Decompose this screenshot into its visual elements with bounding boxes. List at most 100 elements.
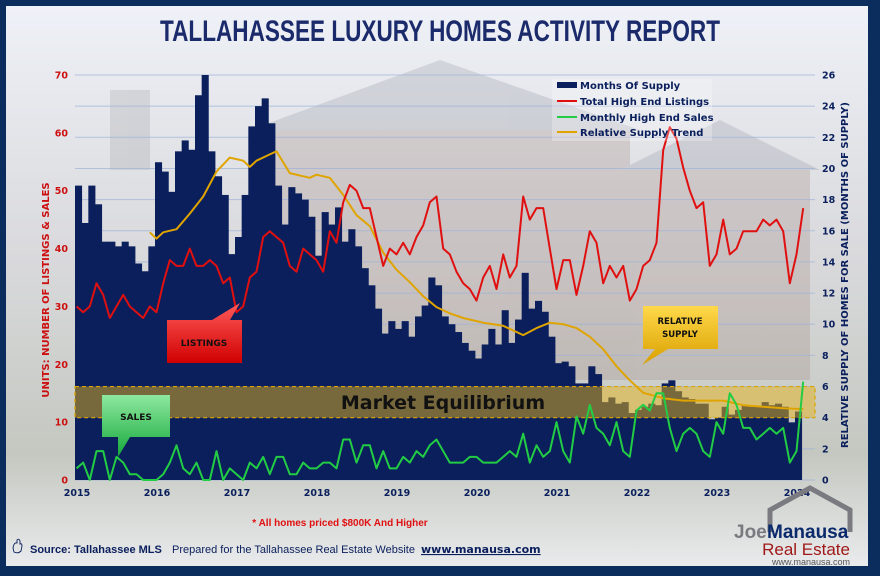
supply-bar <box>328 224 336 480</box>
left-axis-tick-label: 30 <box>55 302 69 313</box>
x-axis-tick-label: 2016 <box>144 488 171 499</box>
legend-label-trend: Relative Supply Trend <box>580 128 703 139</box>
supply-bar <box>295 193 303 480</box>
series-lines <box>75 126 805 481</box>
supply-bar <box>108 241 116 480</box>
supply-bar <box>368 285 376 480</box>
relative-supply-callout-line2: SUPPLY <box>662 330 699 340</box>
relative-supply-callout: RELATIVE SUPPLY <box>642 306 718 365</box>
sales-callout: SALES <box>102 395 170 457</box>
supply-bar <box>775 403 783 480</box>
right-axis-tick-label: 22 <box>822 133 835 144</box>
supply-bar <box>768 405 776 480</box>
supply-bar <box>601 402 609 480</box>
relative-supply-trend-line <box>149 150 804 411</box>
x-axis-tick-label: 2020 <box>464 488 491 499</box>
legend: Months Of Supply Total High End Listings… <box>552 79 714 141</box>
report-title: TALLAHASSEE LUXURY HOMES ACTIVITY REPORT <box>160 15 720 48</box>
sales-callout-box <box>102 395 170 457</box>
supply-bar <box>148 246 156 480</box>
equilibrium-band-rect <box>74 385 816 419</box>
right-axis-tick-label: 4 <box>822 413 829 424</box>
supply-bar <box>195 95 203 480</box>
right-axis-tick-label: 26 <box>822 71 836 82</box>
relative-supply-callout-box <box>642 306 718 365</box>
left-axis-tick-label: 20 <box>55 360 69 371</box>
supply-bar <box>435 285 443 480</box>
sales-callout-label: SALES <box>120 413 152 423</box>
supply-bar <box>761 402 769 480</box>
supply-bar <box>661 383 669 480</box>
left-axis-tick-label: 10 <box>55 418 69 429</box>
listings-callout-label: LISTINGS <box>181 339 227 349</box>
x-axis-tick-label: 2015 <box>64 488 90 499</box>
left-axis-tick-label: 40 <box>55 244 69 255</box>
supply-bar <box>315 255 323 480</box>
supply-bar <box>795 411 803 480</box>
left-axis-tick-label: 60 <box>55 128 69 139</box>
supply-bar <box>735 409 743 480</box>
x-axis-ticks: 2015 2016 2017 2018 2019 2020 2021 2022 2023 2024 <box>64 488 811 499</box>
supply-bar <box>428 277 436 480</box>
supply-bar <box>175 151 183 480</box>
supply-bar <box>648 403 656 480</box>
left-axis-tick-label: 0 <box>61 476 68 487</box>
supply-bar <box>248 126 256 481</box>
listings-callout-box <box>167 303 242 363</box>
supply-bar <box>581 383 589 480</box>
supply-bar <box>588 366 596 480</box>
supply-bar <box>681 397 689 480</box>
supply-bar <box>641 406 649 480</box>
supply-bar <box>521 272 529 480</box>
supply-bar <box>135 263 143 480</box>
supply-bar <box>75 185 83 480</box>
supply-bar <box>668 380 676 480</box>
supply-bar <box>621 402 629 480</box>
supply-bar <box>635 409 643 480</box>
sales-line <box>75 381 805 481</box>
right-axis-tick-label: 16 <box>822 226 836 237</box>
supply-bar <box>755 406 763 480</box>
x-axis-tick-label: 2023 <box>704 488 730 499</box>
supply-bar <box>201 75 209 480</box>
supply-bar <box>348 229 356 480</box>
right-axis-tick-label: 12 <box>822 289 835 300</box>
supply-bar <box>88 185 96 480</box>
left-axis-tick-label: 50 <box>55 186 69 197</box>
supply-bar <box>615 403 623 480</box>
supply-bar <box>275 185 283 480</box>
hand-icon <box>12 538 23 554</box>
left-axis-tick-label: 70 <box>55 71 69 82</box>
left-axis-title: UNITS: NUMBER OF LISTINGS & SALES <box>41 182 52 397</box>
supply-bar <box>788 422 796 480</box>
supply-bar <box>561 361 569 480</box>
website-link[interactable]: www.manausa.com <box>421 543 541 556</box>
supply-bar <box>335 207 343 480</box>
supply-bar <box>721 406 729 480</box>
supply-bar <box>128 246 136 480</box>
supply-bar <box>748 406 756 480</box>
supply-bar <box>181 140 189 481</box>
logo-real-estate: Real Estate <box>762 540 850 559</box>
supply-bar <box>268 123 276 480</box>
prepared-text: Prepared for the Tallahassee Real Estate… <box>172 544 415 556</box>
supply-bar <box>95 204 103 481</box>
right-axis-tick-label: 2 <box>822 444 829 455</box>
supply-bar <box>355 246 363 480</box>
supply-bar <box>715 417 723 480</box>
supply-bar <box>161 171 169 480</box>
right-axis-tick-label: 18 <box>822 195 836 206</box>
price-note: * All homes priced $800K And Higher <box>252 518 428 529</box>
source-text: Source: Tallahassee MLS <box>30 544 162 556</box>
equilibrium-label: Market Equilibrium <box>341 392 545 414</box>
right-axis-tick-label: 20 <box>822 164 836 175</box>
supply-bar <box>655 405 663 480</box>
market-equilibrium-band: Market Equilibrium <box>74 385 816 419</box>
supply-bar <box>81 222 89 481</box>
x-axis-tick-label: 2022 <box>624 488 650 499</box>
x-axis-tick-label: 2018 <box>304 488 331 499</box>
legend-label-listings: Total High End Listings <box>580 97 709 108</box>
legend-box <box>552 79 712 141</box>
right-axis-tick-label: 0 <box>822 476 829 487</box>
supply-bar <box>341 241 349 480</box>
